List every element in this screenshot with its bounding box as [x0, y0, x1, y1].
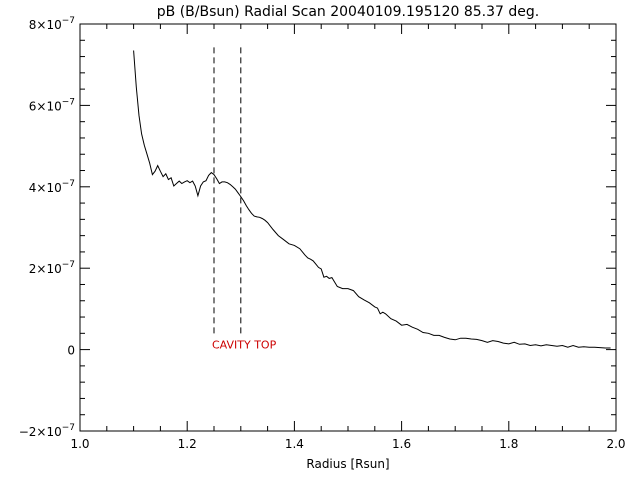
annotations-layer: CAVITY TOP — [212, 339, 277, 352]
x-tick-label: 1.2 — [178, 437, 197, 451]
y-tick-label: −2×10−7 — [19, 423, 75, 439]
x-tick-label: 2.0 — [606, 437, 625, 451]
y-tick-label: 2×10−7 — [29, 260, 75, 276]
series-layer — [133, 50, 611, 349]
x-tick-label: 1.0 — [70, 437, 89, 451]
plot-frame — [79, 23, 617, 432]
y-tick-label: 4×10−7 — [29, 179, 75, 195]
y-tick-label: 6×10−7 — [29, 97, 75, 113]
tick-labels-layer: 1.0 1.2 1.4 1.6 1.8 2.0 −2×10−7 0 2×10−7 4×10−7 6×… — [19, 16, 626, 451]
x-tick-label: 1.8 — [499, 437, 518, 451]
y-tick-label: 0 — [67, 344, 75, 358]
x-tick-label: 1.4 — [285, 437, 304, 451]
chart-title: pB (B/Bsun) Radial Scan 20040109.195120 … — [157, 4, 539, 20]
x-tick-label: 1.6 — [392, 437, 411, 451]
ticks-layer — [79, 23, 617, 432]
vlines-layer — [213, 44, 242, 334]
x-axis-title: Radius [Rsun] — [306, 457, 389, 471]
series-line — [133, 50, 611, 349]
annotation-label: CAVITY TOP — [212, 339, 277, 352]
y-tick-label: 8×10−7 — [29, 16, 75, 32]
